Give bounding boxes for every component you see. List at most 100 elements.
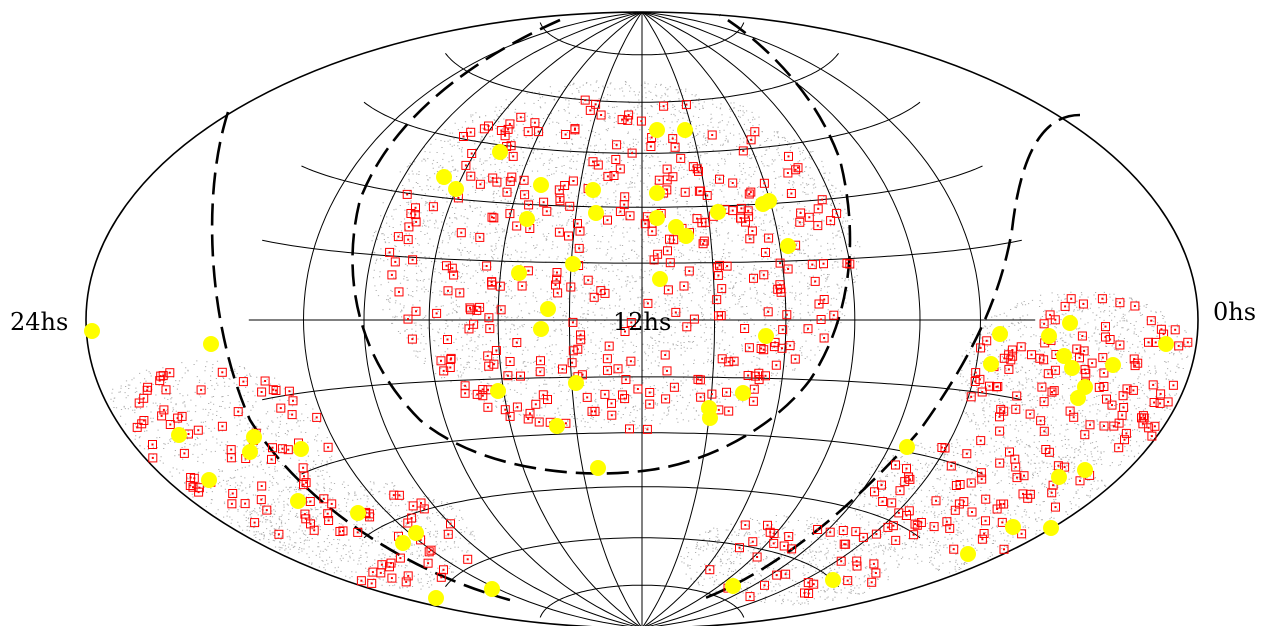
dot-marker <box>1043 520 1059 536</box>
square-marker <box>759 178 769 188</box>
square-marker <box>895 486 905 496</box>
square-marker <box>613 364 623 374</box>
square-marker <box>505 176 515 186</box>
square-marker <box>1099 368 1109 378</box>
square-marker <box>740 324 750 333</box>
square-marker <box>619 200 629 210</box>
square-marker <box>193 425 203 435</box>
square-marker <box>301 514 311 524</box>
square-marker <box>996 404 1006 414</box>
square-marker <box>819 295 829 304</box>
square-marker <box>500 405 510 415</box>
square-marker <box>1012 391 1022 401</box>
square-marker <box>749 384 759 394</box>
dot-marker <box>519 211 535 227</box>
square-marker <box>611 155 621 164</box>
square-marker <box>745 234 755 244</box>
square-marker <box>735 543 744 553</box>
square-marker <box>576 335 586 345</box>
square-marker <box>603 365 612 375</box>
meridian-line <box>302 11 643 626</box>
square-marker <box>1114 418 1124 428</box>
square-marker <box>1027 350 1036 360</box>
square-marker <box>724 406 734 416</box>
square-marker <box>891 535 901 545</box>
square-marker <box>887 498 897 508</box>
square-marker <box>910 519 920 529</box>
square-marker <box>744 189 754 199</box>
square-marker <box>257 387 267 397</box>
dot-marker <box>1070 390 1086 406</box>
square-marker <box>804 589 814 598</box>
square-marker <box>640 219 650 229</box>
square-marker <box>377 560 387 570</box>
square-marker <box>1147 431 1157 441</box>
dot-marker <box>568 375 584 391</box>
dot-marker <box>1077 462 1093 478</box>
square-marker <box>535 367 545 377</box>
square-marker <box>783 168 793 178</box>
square-marker <box>722 387 731 397</box>
square-marker <box>977 534 987 544</box>
square-marker <box>558 364 567 374</box>
square-marker <box>722 261 732 271</box>
dot-marker <box>350 505 366 521</box>
dot-marker <box>678 228 694 244</box>
meridian-line <box>428 11 643 626</box>
square-marker <box>1060 301 1070 311</box>
square-marker <box>620 327 630 336</box>
square-marker <box>394 287 404 297</box>
square-marker <box>512 338 522 347</box>
square-marker <box>567 358 577 368</box>
square-marker <box>367 578 377 588</box>
square-marker <box>1120 435 1129 445</box>
square-marker <box>428 202 438 212</box>
square-marker <box>1078 299 1088 309</box>
dot-marker <box>490 383 506 399</box>
square-marker <box>460 381 470 391</box>
square-marker <box>564 231 573 241</box>
square-marker <box>670 142 680 152</box>
square-marker <box>620 394 630 404</box>
dot-marker <box>960 546 976 562</box>
square-marker <box>836 556 846 566</box>
square-marker <box>1115 340 1125 350</box>
square-marker <box>750 127 760 137</box>
square-marker <box>1005 447 1014 457</box>
meridian-line <box>363 11 643 626</box>
dot-marker <box>780 238 796 254</box>
square-marker <box>668 172 678 182</box>
dot-marker <box>533 177 549 193</box>
square-marker <box>713 270 723 280</box>
dot-marker <box>677 122 693 138</box>
square-marker <box>387 270 397 280</box>
square-marker <box>807 260 817 270</box>
square-marker <box>912 520 922 530</box>
square-marker <box>1047 387 1057 397</box>
dot-marker <box>448 181 464 197</box>
dot-marker <box>649 185 665 201</box>
square-marker <box>426 545 436 555</box>
square-marker <box>627 148 637 158</box>
square-marker <box>475 179 485 189</box>
square-marker <box>636 116 646 126</box>
square-marker <box>871 568 881 578</box>
dot-marker <box>484 581 500 597</box>
square-marker <box>698 239 708 249</box>
square-marker <box>284 386 294 396</box>
square-marker <box>694 166 703 176</box>
dot-marker <box>758 328 774 344</box>
square-marker <box>312 412 322 422</box>
square-marker <box>949 544 959 554</box>
square-marker <box>669 382 679 392</box>
square-marker <box>588 157 598 167</box>
square-marker <box>157 411 167 421</box>
dot-marker <box>1105 357 1121 373</box>
square-marker <box>432 308 442 318</box>
square-marker <box>411 203 420 213</box>
ra-label-left: 24hs <box>10 308 68 336</box>
square-marker <box>301 478 311 488</box>
square-marker <box>288 396 298 406</box>
dashed-curve-segment <box>699 113 1081 602</box>
square-marker <box>838 526 848 535</box>
